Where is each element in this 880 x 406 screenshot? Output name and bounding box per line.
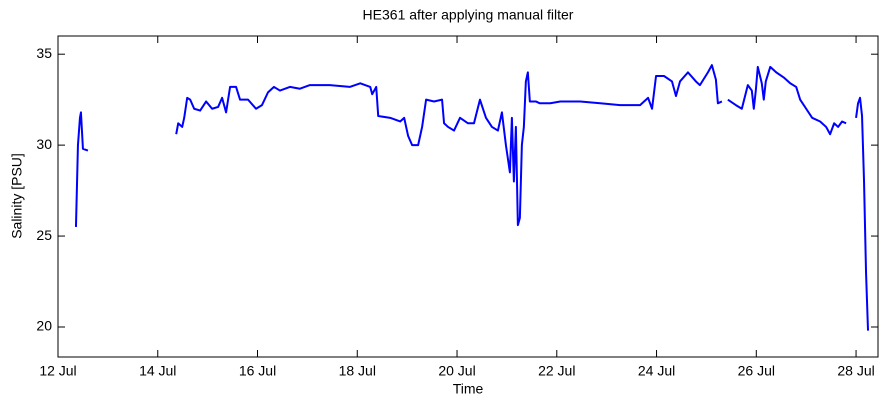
x-tick-label: 22 Jul xyxy=(538,363,575,379)
y-tick-label: 35 xyxy=(36,45,52,61)
chart-title: HE361 after applying manual filter xyxy=(363,7,574,23)
y-axis-label: Salinity [PSU] xyxy=(9,153,25,239)
x-tick-label: 12 Jul xyxy=(39,363,76,379)
x-tick-label: 24 Jul xyxy=(638,363,675,379)
x-tick-label: 18 Jul xyxy=(339,363,376,379)
salinity-line xyxy=(74,64,870,331)
y-tick-label: 30 xyxy=(36,136,52,152)
y-tick-label: 25 xyxy=(36,227,52,243)
x-tick-label: 14 Jul xyxy=(139,363,176,379)
x-axis-label: Time xyxy=(453,381,484,397)
x-tick-label: 28 Jul xyxy=(837,363,874,379)
y-tick-label: 20 xyxy=(36,318,52,334)
x-tick-label: 20 Jul xyxy=(438,363,475,379)
x-tick-label: 16 Jul xyxy=(239,363,276,379)
x-tick-label: 26 Jul xyxy=(738,363,775,379)
plot-frame xyxy=(57,35,879,358)
